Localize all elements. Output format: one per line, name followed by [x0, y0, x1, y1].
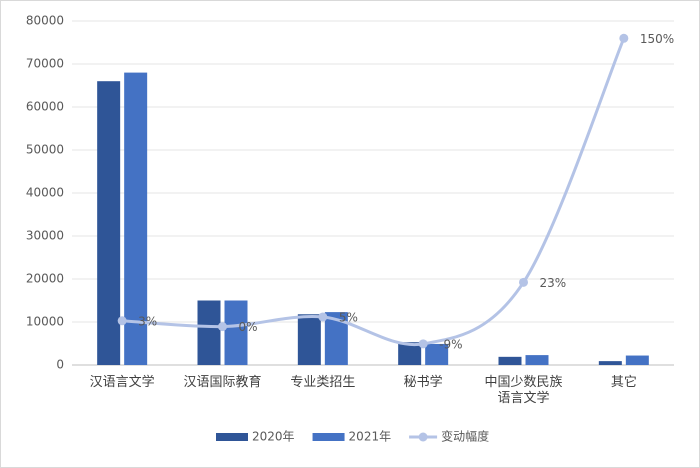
bar	[625, 355, 649, 365]
data-label: 3%	[138, 314, 157, 328]
line-marker	[218, 322, 227, 332]
x-tick-label: 汉语国际教育	[183, 375, 262, 390]
bar	[124, 72, 148, 365]
line-marker	[318, 312, 328, 322]
y-tick-label: 20000	[26, 272, 64, 286]
x-tick-label: 中国少数民族语言文学	[484, 375, 563, 406]
bar	[197, 300, 221, 365]
data-label: 5%	[339, 310, 358, 324]
y-tick-label: 70000	[26, 57, 64, 71]
legend-label: 2020年	[252, 430, 295, 444]
legend-swatch	[216, 433, 248, 441]
legend-swatch	[312, 433, 345, 441]
data-label: -9%	[439, 337, 462, 351]
y-tick-label: 60000	[26, 100, 64, 114]
bar	[224, 300, 248, 365]
y-tick-label: 50000	[26, 143, 64, 157]
bar	[398, 342, 422, 365]
data-label: 0%	[239, 320, 258, 334]
x-tick-label: 专业类招生	[290, 375, 356, 390]
y-tick-label: 30000	[26, 229, 64, 243]
bar	[324, 312, 348, 365]
bar	[297, 314, 321, 365]
y-tick-label: 10000	[26, 315, 64, 329]
line-marker	[619, 33, 629, 43]
bar	[97, 81, 121, 365]
bar	[498, 356, 522, 365]
legend-label: 变动幅度	[441, 429, 489, 444]
legend-label: 2021年	[349, 430, 392, 444]
y-tick-label: 80000	[26, 14, 64, 28]
y-tick-label: 40000	[26, 186, 64, 200]
bar	[525, 355, 549, 365]
line-marker	[418, 339, 428, 349]
bar	[425, 343, 449, 365]
y-tick-label: 0	[56, 358, 64, 372]
legend-swatch	[418, 432, 428, 442]
data-label: 23%	[540, 276, 567, 290]
data-label: 150%	[640, 32, 674, 46]
x-tick-label: 汉语言文学	[89, 375, 155, 390]
line-marker	[117, 316, 127, 326]
line-marker	[519, 277, 528, 287]
x-tick-label: 其它	[610, 375, 637, 390]
x-tick-label: 秘书学	[403, 375, 443, 390]
bar	[598, 361, 622, 365]
